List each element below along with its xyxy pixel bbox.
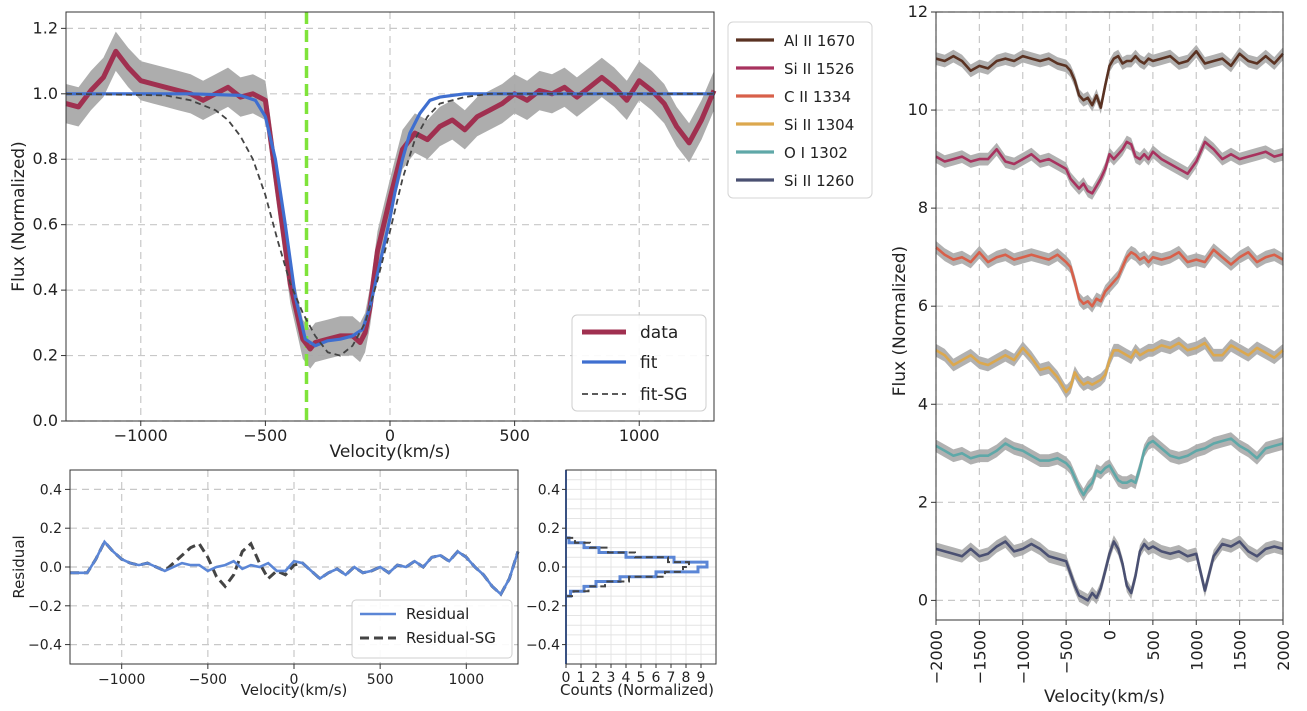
x-tick-label: 0: [1101, 630, 1120, 640]
x-tick-label: 0: [385, 426, 395, 445]
species-series-line: [935, 437, 1284, 497]
x-tick-label: 0: [290, 672, 299, 688]
species-series-line: [935, 140, 1284, 195]
y-tick-label: 0.4: [538, 482, 560, 498]
y-axis-label: Residual: [10, 535, 28, 598]
y-tick-label: −0.4: [28, 638, 62, 654]
x-tick-label: 8: [682, 670, 691, 686]
stacked-profiles-panel: −2000 −1500 −1000 −500 0 500 1000 1500 2000 0 2 4 6 8…: [890, 2, 1293, 707]
x-tick-label: 9: [697, 670, 706, 686]
legend-box: [727, 21, 873, 199]
legend-box: [571, 314, 707, 412]
x-tick-label: −500: [189, 672, 227, 688]
species-series-line: [935, 49, 1284, 109]
y-tick-label: 2: [918, 492, 928, 511]
x-tick-label: 500: [499, 426, 530, 445]
series-error-band: [936, 336, 1283, 399]
x-tick-label: −500: [243, 426, 287, 445]
legend-label: data: [640, 323, 678, 343]
y-tick-label: −0.2: [28, 599, 62, 615]
x-tick-label: −1000: [1014, 630, 1033, 684]
residual-sg-histogram-step: [566, 536, 690, 598]
x-tick-label: 1000: [619, 426, 660, 445]
main-profile-panel: −1000 −500 0 500 1000 0.0 0.2 0.4 0.6 0.8 1.0 1.2 Ve…: [9, 11, 717, 462]
x-tick-label: 7: [667, 670, 676, 686]
x-tick-label: 1000: [1187, 630, 1206, 671]
y-tick-label: 0.0: [33, 411, 58, 430]
x-tick-label: −1500: [970, 630, 989, 684]
y-tick-label: 6: [918, 296, 928, 315]
x-axis-label: Velocity(km/s): [241, 681, 348, 699]
legend-label: O I 1302: [784, 144, 848, 162]
residual-legend: Residual Residual-SG: [351, 599, 513, 659]
legend-label: Si II 1526: [784, 60, 854, 78]
fit-sg-series-line: [65, 92, 714, 357]
residual-histogram-step: [566, 536, 709, 598]
y-tick-label: 12: [908, 2, 928, 21]
legend-label: Residual: [406, 605, 469, 623]
y-tick-label: 1.0: [33, 84, 58, 103]
histogram-panel: 0 1 2 3 4 5 6 7 8 9 −0.4 −0.2 0.0 0.2 0.4 Counts (Norma…: [526, 469, 717, 699]
y-tick-label: 0: [918, 590, 928, 609]
y-tick-label: −0.4: [526, 638, 560, 654]
y-tick-label: 0.2: [40, 521, 62, 537]
y-axis-label: Flux (Normalized): [890, 246, 910, 396]
y-tick-label: 1.2: [33, 18, 58, 37]
y-tick-label: 10: [908, 100, 928, 119]
x-axis-label: Velocity(km/s): [1044, 687, 1165, 707]
y-tick-label: 0.4: [33, 280, 58, 299]
residual-line: [70, 539, 520, 597]
main-legend: data fit fit-SG: [571, 314, 707, 412]
species-legend: Al II 1670 Si II 1526 C II 1334 Si II 1304 O…: [727, 21, 873, 199]
y-tick-label: 4: [918, 394, 928, 413]
y-tick-label: 0.4: [40, 482, 62, 498]
species-series-line: [935, 540, 1284, 602]
x-tick-label: 2: [592, 670, 601, 686]
series-error-band: [936, 44, 1283, 114]
x-tick-label: 2000: [1274, 630, 1293, 671]
x-tick-label: 4: [622, 670, 631, 686]
x-axis-label: Counts (Normalized): [560, 681, 714, 699]
y-tick-label: 0.6: [33, 215, 58, 234]
x-tick-label: 3: [607, 670, 616, 686]
y-tick-label: 0.2: [33, 346, 58, 365]
x-tick-label: −1000: [98, 672, 145, 688]
legend-label: C II 1334: [784, 88, 851, 106]
legend-label: Residual-SG: [406, 629, 496, 647]
x-axis-label: Velocity(km/s): [330, 442, 451, 462]
x-tick-label: 1: [577, 670, 586, 686]
legend-label: Si II 1260: [784, 172, 854, 190]
species-series-line: [935, 341, 1284, 394]
x-tick-label: −1000: [114, 426, 168, 445]
x-tick-label: −500: [1057, 630, 1076, 674]
y-axis-label: Flux (Normalized): [9, 141, 29, 291]
x-tick-label: 500: [1144, 630, 1163, 661]
y-tick-label: −0.2: [526, 599, 560, 615]
fit-series-line: [66, 92, 714, 348]
x-tick-label: 500: [367, 672, 394, 688]
y-tick-label: 8: [918, 198, 928, 217]
x-tick-label: 1500: [1231, 630, 1250, 671]
legend-label: fit: [640, 353, 658, 373]
x-tick-label: −2000: [927, 630, 946, 684]
y-tick-label: 0.2: [538, 521, 560, 537]
residual-panel: −1000 −500 0 500 1000 −0.4 −0.2 0.0 0.2 0.4 Veloci…: [10, 469, 520, 699]
y-tick-label: 0.0: [538, 560, 560, 576]
species-series-line: [935, 246, 1284, 308]
y-tick-label: 0.0: [40, 560, 62, 576]
y-tick-label: 0.8: [33, 149, 58, 168]
x-tick-label: 1000: [448, 672, 484, 688]
legend-label: Si II 1304: [784, 116, 854, 134]
legend-label: Al II 1670: [784, 32, 855, 50]
x-tick-label: 0: [562, 670, 571, 686]
x-tick-label: 6: [652, 670, 661, 686]
series-error-band: [936, 135, 1283, 200]
legend-label: fit-SG: [640, 385, 687, 405]
x-tick-label: 5: [637, 670, 646, 686]
